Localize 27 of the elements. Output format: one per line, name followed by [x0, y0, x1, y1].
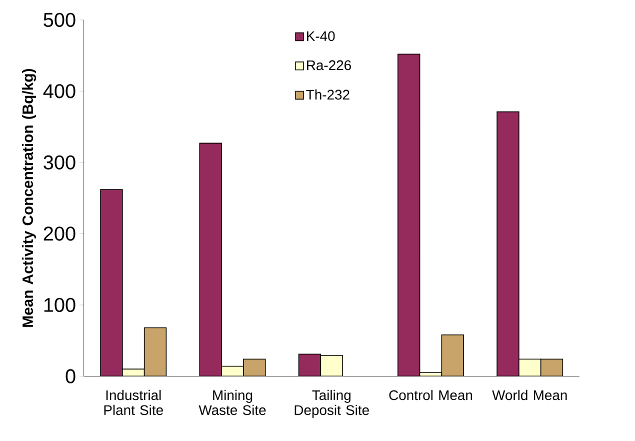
y-tick-label: 100	[44, 298, 76, 312]
bar	[199, 142, 222, 376]
x-tick-label: Tailing Deposit Site	[294, 390, 369, 418]
legend-label: Th-232	[306, 89, 350, 100]
bar	[398, 54, 420, 376]
y-tick-label: 0	[66, 369, 76, 384]
y-tick-label: 400	[43, 84, 76, 98]
bar	[222, 366, 244, 376]
bar	[320, 355, 343, 376]
bar	[441, 334, 464, 376]
bar	[540, 358, 564, 376]
bar	[243, 358, 266, 376]
bar	[298, 354, 322, 376]
x-tick-label: Control Mean	[389, 390, 472, 400]
bar	[496, 111, 520, 376]
y-axis-title: Mean Activity Concentration (Bq/kg)	[22, 69, 36, 327]
x-tick-label: World Mean	[492, 390, 567, 400]
x-tick-label: Industrial Plant Site	[104, 390, 163, 416]
bar	[100, 189, 123, 376]
bar	[144, 327, 167, 376]
legend-label: K-40	[307, 31, 335, 42]
bar	[518, 358, 542, 376]
x-tick-label: Mining Waste Site	[198, 390, 266, 416]
y-tick-label: 500	[44, 12, 76, 28]
y-tick-label: 200	[44, 226, 76, 241]
y-tick-label: 300	[44, 155, 76, 170]
legend-label: Ra-226	[307, 60, 351, 70]
